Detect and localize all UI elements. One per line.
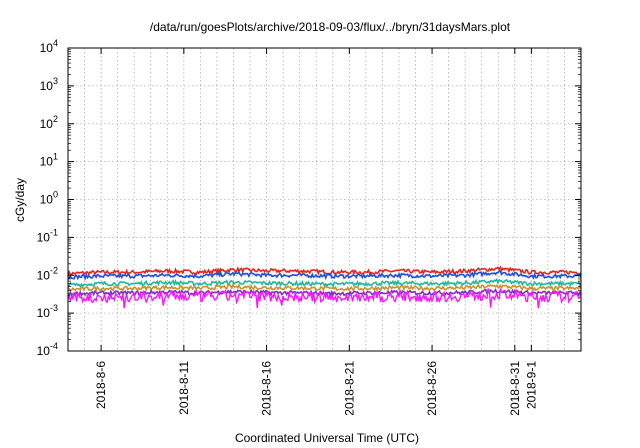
y-tick-label: 103 <box>40 76 58 93</box>
y-tick-exponent: -3 <box>50 303 58 313</box>
x-tick-label: 2018-8-16 <box>260 361 274 416</box>
y-axis-title: cGy/day <box>13 178 27 222</box>
ticks <box>68 47 581 352</box>
y-tick-base: 10 <box>37 344 51 358</box>
series-line <box>67 265 582 277</box>
y-tick-exponent: 0 <box>53 190 58 200</box>
y-tick-base: 10 <box>40 155 54 169</box>
x-axis-title: Coordinated Universal Time (UTC) <box>235 431 419 445</box>
x-tick-label: 2018-8-11 <box>177 361 191 415</box>
x-tick-labels: 2018-8-6 2018-8-11 2018-8-16 2018-8-21 2018-… <box>94 361 538 416</box>
y-tick-base: 10 <box>37 306 51 320</box>
y-tick-exponent: -1 <box>50 227 58 237</box>
y-tick-exponent: 2 <box>53 114 58 124</box>
x-tick-label: 2018-8-26 <box>425 361 439 416</box>
series-line <box>67 277 582 288</box>
y-tick-label: 102 <box>40 114 58 131</box>
series-line <box>67 282 582 293</box>
series-group <box>67 265 582 309</box>
x-tick-label: 2018-9-1 <box>524 361 538 409</box>
y-tick-label: 10-3 <box>37 303 58 320</box>
y-tick-exponent: -2 <box>50 265 58 275</box>
y-tick-label: 100 <box>40 190 58 207</box>
y-tick-label: 104 <box>40 38 58 55</box>
chart-title: /data/run/goesPlots/archive/2018-09-03/f… <box>150 20 511 34</box>
y-tick-label: 101 <box>40 152 58 169</box>
x-tick-label: 2018-8-31 <box>508 361 522 416</box>
y-tick-exponent: 1 <box>53 152 58 162</box>
series-line <box>67 270 582 281</box>
y-tick-label: 10-1 <box>37 227 58 244</box>
y-tick-base: 10 <box>37 230 51 244</box>
y-tick-exponent: 4 <box>53 38 58 48</box>
y-tick-base: 10 <box>37 268 51 282</box>
x-tick-label: 2018-8-21 <box>342 361 356 416</box>
y-tick-label: 10-4 <box>37 341 58 358</box>
series-line <box>67 286 582 309</box>
y-tick-base: 10 <box>40 41 54 55</box>
y-tick-base: 10 <box>40 193 54 207</box>
grid <box>67 48 581 351</box>
y-tick-base: 10 <box>40 117 54 131</box>
y-tick-label: 10-2 <box>37 265 58 282</box>
y-tick-exponent: 3 <box>53 76 58 86</box>
x-tick-label: 2018-8-6 <box>94 361 108 409</box>
y-tick-base: 10 <box>40 79 54 93</box>
y-tick-exponent: -4 <box>50 341 58 351</box>
